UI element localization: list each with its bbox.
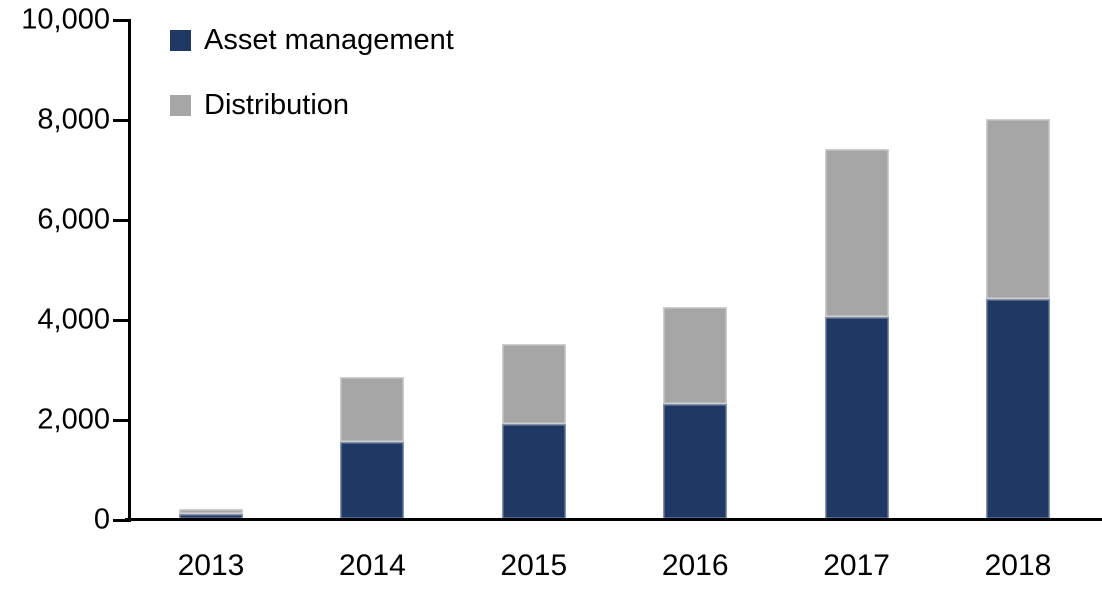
x-axis-label-2014: 2014 [339, 549, 406, 582]
y-axis-line [128, 19, 131, 522]
bar-segment-asset-management-2014 [340, 441, 404, 519]
x-axis-line [125, 518, 1102, 521]
y-axis-tick-label: 8,000 [37, 103, 110, 136]
legend-swatch-distribution [170, 95, 191, 116]
x-axis-label-2015: 2015 [500, 549, 568, 582]
legend-item-distribution: Distribution [170, 91, 349, 120]
legend-label: Distribution [204, 89, 350, 121]
bar-segment-asset-management-2016 [663, 404, 727, 519]
bar-segment-asset-management-2017 [825, 316, 889, 519]
bar-segment-asset-management-2015 [502, 424, 566, 519]
bar-segment-distribution-2014 [340, 376, 404, 442]
x-axis-label-2018: 2018 [984, 549, 1052, 582]
legend-label: Asset management [204, 24, 454, 56]
y-axis-tick-mark [113, 418, 128, 422]
legend-swatch-asset-management [170, 30, 191, 51]
bar-segment-distribution-2013 [179, 509, 243, 514]
y-axis-tick-mark [113, 518, 128, 522]
y-axis-tick-mark [113, 18, 128, 22]
y-axis-tick-label: 2,000 [37, 403, 110, 436]
y-axis-tick-mark [113, 218, 128, 222]
bar-segment-asset-management-2013 [179, 514, 243, 519]
x-axis-label-2017: 2017 [823, 549, 890, 582]
y-axis-tick-label: 10,000 [21, 3, 110, 36]
y-axis-tick-label: 0 [93, 503, 110, 536]
y-axis-tick-mark [113, 118, 128, 122]
legend-item-asset-management: Asset management [170, 26, 454, 55]
x-axis-label-2013: 2013 [177, 549, 245, 582]
bar-segment-distribution-2016 [663, 306, 727, 404]
y-axis-tick-label: 4,000 [37, 303, 110, 336]
bar-segment-distribution-2015 [502, 344, 566, 424]
bar-segment-asset-management-2018 [986, 299, 1050, 519]
y-axis-tick-mark [113, 318, 128, 322]
bar-segment-distribution-2017 [825, 149, 889, 317]
x-axis-label-2016: 2016 [661, 549, 729, 582]
bar-segment-distribution-2018 [986, 119, 1050, 299]
y-axis-tick-label: 6,000 [37, 203, 110, 236]
